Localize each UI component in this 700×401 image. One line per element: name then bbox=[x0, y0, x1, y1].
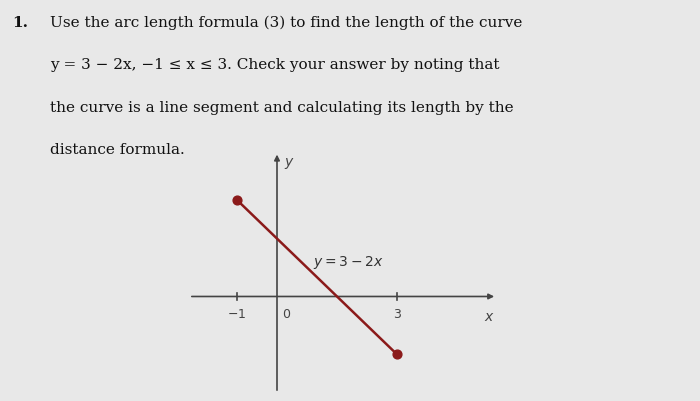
Text: 1.: 1. bbox=[13, 16, 29, 30]
Text: y = 3 − 2x, −1 ≤ x ≤ 3. Check your answer by noting that: y = 3 − 2x, −1 ≤ x ≤ 3. Check your answe… bbox=[50, 58, 500, 72]
Point bbox=[391, 351, 402, 358]
Text: $y = 3 - 2x$: $y = 3 - 2x$ bbox=[313, 253, 384, 271]
Text: the curve is a line segment and calculating its length by the: the curve is a line segment and calculat… bbox=[50, 101, 514, 115]
Point bbox=[232, 197, 243, 204]
Text: $y$: $y$ bbox=[284, 155, 295, 170]
Text: $x$: $x$ bbox=[484, 309, 495, 323]
Text: Use the arc length formula (3) to find the length of the curve: Use the arc length formula (3) to find t… bbox=[50, 16, 523, 30]
Text: $-1$: $-1$ bbox=[228, 307, 246, 320]
Text: $0$: $0$ bbox=[282, 307, 291, 320]
Text: $3$: $3$ bbox=[393, 307, 402, 320]
Text: distance formula.: distance formula. bbox=[50, 142, 185, 156]
